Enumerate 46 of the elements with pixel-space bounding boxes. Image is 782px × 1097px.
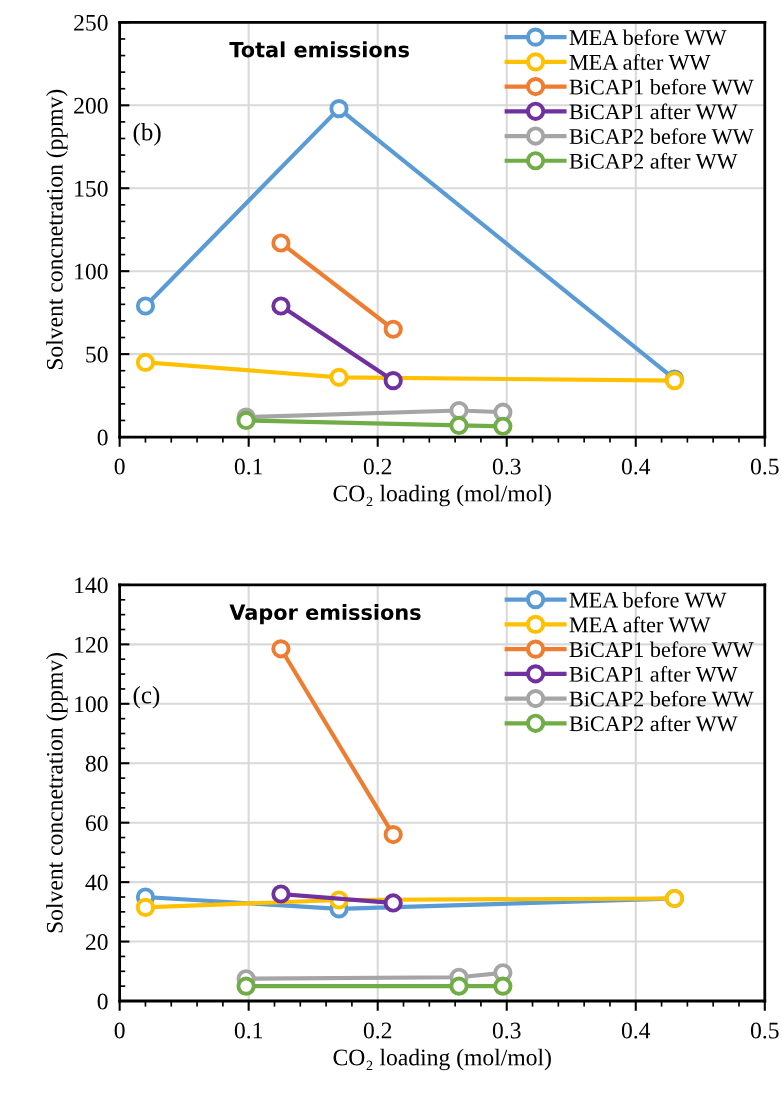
legend-label: BiCAP1 after WW [569, 665, 738, 682]
y-tick-label: 150 [75, 180, 108, 197]
x-tick-label: 0.4 [621, 1022, 651, 1039]
y-axis-title: Solvent concnetration (ppmv) [46, 89, 68, 370]
y-tick-label: 200 [74, 97, 108, 114]
y-tick-label: 40 [85, 874, 108, 891]
y-tick-label: 80 [85, 755, 108, 772]
x-tick-label: 0.5 [750, 458, 779, 475]
x-tick-label: 0 [114, 1022, 125, 1039]
annotation: (c) [133, 685, 160, 709]
x-tick-label: 0.3 [492, 458, 521, 475]
legend-label: BiCAP2 after WW [569, 152, 738, 169]
legend-label: BiCAP1 before WW [569, 78, 754, 95]
legend-label: MEA before WW [569, 591, 727, 608]
x-axis-title: CO₂ loading (mol/mol) [333, 1048, 551, 1071]
y-tick-label: 50 [86, 346, 108, 363]
x-axis-title: CO₂ loading (mol/mol) [333, 484, 551, 507]
legend-label: BiCAP1 after WW [569, 103, 738, 120]
legend-label: BiCAP1 before WW [569, 641, 754, 658]
legend-label: MEA before WW [569, 29, 727, 46]
y-tick-label: 0 [97, 429, 108, 446]
y-tick-label: 100 [75, 696, 108, 713]
x-tick-label: 0.5 [750, 1022, 779, 1039]
legend-label: BiCAP2 after WW [569, 715, 738, 732]
x-tick-label: 0.1 [234, 458, 263, 475]
x-tick-label: 0.2 [363, 458, 392, 475]
y-tick-label: 60 [85, 815, 108, 832]
y-tick-label: 250 [74, 14, 108, 31]
x-tick-label: 0.2 [363, 1022, 392, 1039]
y-tick-label: 0 [97, 993, 108, 1010]
text: Total emissions [229, 41, 409, 58]
x-tick-label: 0 [114, 458, 125, 475]
legend-label: MEA after WW [569, 53, 711, 70]
annotation: (b) [133, 123, 161, 146]
y-tick-label: 140 [75, 577, 108, 594]
y-tick-label: 120 [75, 636, 108, 653]
legend-label: BiCAP2 before WW [569, 128, 754, 145]
y-tick-label: 100 [75, 263, 108, 280]
x-tick-label: 0.1 [234, 1022, 263, 1039]
y-tick-label: 20 [85, 934, 108, 950]
legend-label: MEA after WW [569, 616, 711, 633]
legend-label: BiCAP2 before WW [569, 690, 754, 707]
text: Vapor emissions [229, 603, 421, 625]
x-tick-label: 0.3 [492, 1022, 521, 1039]
x-tick-label: 0.4 [621, 458, 651, 475]
y-axis-title: Solvent concnetration (ppmv) [46, 653, 68, 933]
